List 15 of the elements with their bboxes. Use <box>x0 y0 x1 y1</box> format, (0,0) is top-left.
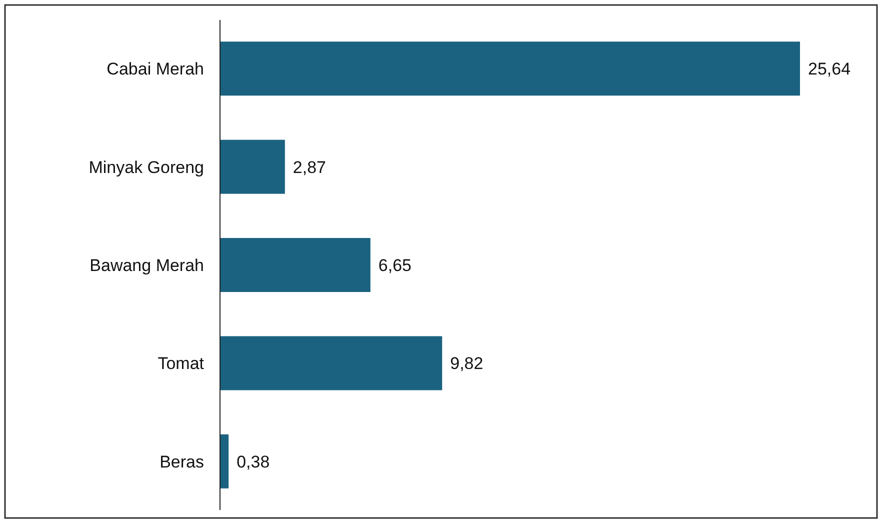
y-tick-label: Beras <box>160 452 204 472</box>
y-tick-label: Bawang Merah <box>90 256 204 275</box>
bar <box>220 336 442 390</box>
data-label: 25,64 <box>808 60 851 79</box>
data-label: 9,82 <box>450 354 484 374</box>
bar <box>220 434 229 488</box>
y-tick-label: Tomat <box>158 354 204 374</box>
bar <box>220 140 285 194</box>
bar <box>220 238 370 292</box>
data-label: 0,38 <box>236 452 270 472</box>
y-tick-label: Minyak Goreng <box>88 158 204 177</box>
bar <box>220 42 800 96</box>
data-label: 6,65 <box>378 256 412 275</box>
data-label: 2,87 <box>292 158 326 177</box>
y-tick-label: Cabai Merah <box>106 60 204 79</box>
